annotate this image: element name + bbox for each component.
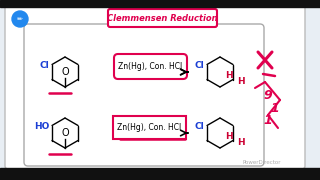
Text: 1: 1 (264, 114, 272, 127)
FancyBboxPatch shape (113, 116, 186, 139)
Bar (0, 168, 320, 180)
FancyBboxPatch shape (108, 9, 217, 27)
Bar (0, 0, 320, 7)
Text: Zn(Hg), Con. HCl: Zn(Hg), Con. HCl (117, 123, 181, 132)
Text: ✏: ✏ (17, 17, 23, 22)
Text: O: O (61, 128, 69, 138)
Circle shape (12, 11, 28, 27)
Text: 9: 9 (264, 89, 272, 102)
Text: H: H (225, 132, 233, 141)
Text: Cl: Cl (39, 61, 49, 70)
Text: Clemmensen Reduction: Clemmensen Reduction (107, 14, 217, 23)
Text: O: O (61, 67, 69, 77)
Text: HO: HO (34, 122, 49, 131)
Text: Zn(Hg), Con. HCl: Zn(Hg), Con. HCl (118, 62, 182, 71)
FancyBboxPatch shape (114, 54, 187, 79)
Text: Cl: Cl (194, 122, 204, 131)
Text: 1: 1 (271, 102, 279, 114)
Text: H: H (237, 138, 244, 147)
Text: Cl: Cl (194, 61, 204, 70)
Text: PowerDirector: PowerDirector (243, 161, 281, 165)
FancyBboxPatch shape (5, 5, 305, 169)
Text: H: H (237, 77, 244, 86)
Text: H: H (225, 71, 233, 80)
FancyBboxPatch shape (24, 24, 264, 166)
